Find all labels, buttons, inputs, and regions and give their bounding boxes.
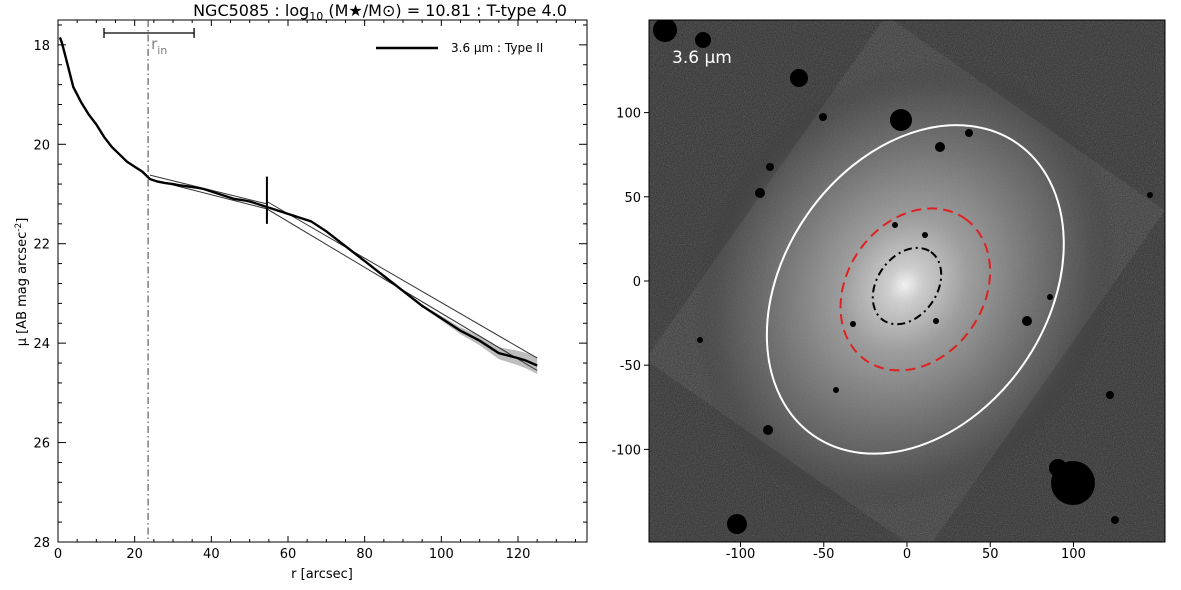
chart-title: NGC5085 : log10 (M★/M⊙) = 10.81 : T-type… <box>193 1 567 23</box>
image-y-ticks: 100 50 0 -50 -100 <box>611 107 649 458</box>
y-axis-label-prefix: μ [AB mag arcsec <box>15 232 30 347</box>
image-x-tick-label: 50 <box>982 547 999 562</box>
galaxy-image: 3.6 μm <box>649 20 1165 542</box>
y-tick-label: 28 <box>33 536 50 551</box>
profile-panel: NGC5085 : log10 (M★/M⊙) = 10.81 : T-type… <box>14 1 588 582</box>
x-tick-label: 80 <box>356 547 373 562</box>
y-axis-label-suffix: ] <box>15 218 30 223</box>
y-tick-label: 26 <box>33 437 50 452</box>
band-label: 3.6 μm <box>672 48 732 68</box>
error-band <box>288 212 538 374</box>
legend: 3.6 μm : Type II <box>376 41 543 55</box>
image-panel: 3.6 μm -100 -50 0 50 100 100 50 0 -50 -100 <box>611 19 1166 562</box>
r-in-label: rin <box>151 35 167 57</box>
plot-frame <box>57 19 588 543</box>
r-in-label-sub: in <box>157 44 167 57</box>
r-in-range-bar: rin <box>103 28 195 57</box>
ellipse-outer <box>765 124 1065 455</box>
x-tick-label: 100 <box>429 547 454 562</box>
image-x-ticks: -100 -50 0 50 100 <box>726 542 1086 562</box>
image-x-tick-label: -50 <box>813 547 834 562</box>
y-tick-label: 22 <box>33 238 50 253</box>
r-in-label-main: r <box>151 35 158 53</box>
x-axis-ticks: 0 20 40 60 80 100 120 <box>54 20 576 562</box>
y-axis-label: μ [AB mag arcsec-2] <box>14 218 30 347</box>
x-tick-label: 0 <box>54 547 62 562</box>
y-tick-label: 24 <box>33 337 50 352</box>
image-x-tick-label: 0 <box>903 547 911 562</box>
title-prefix: NGC5085 : log <box>193 1 309 20</box>
x-tick-label: 40 <box>203 547 220 562</box>
image-y-tick-label: -50 <box>620 359 641 374</box>
image-y-tick-label: 100 <box>616 107 641 122</box>
image-y-tick-label: 0 <box>633 275 641 290</box>
galaxy-texture <box>720 87 1090 483</box>
image-x-tick-label: -100 <box>726 547 756 562</box>
x-tick-label: 20 <box>126 547 143 562</box>
masked-sources <box>653 20 1153 534</box>
profile-line-3-6um <box>58 36 538 367</box>
x-tick-label: 60 <box>280 547 297 562</box>
x-tick-label: 120 <box>506 547 531 562</box>
isophote-ellipses <box>765 124 1065 455</box>
y-tick-label: 20 <box>33 138 50 153</box>
y-axis-ticks: 18 20 22 24 26 28 <box>33 24 587 551</box>
image-x-tick-label: 100 <box>1061 547 1086 562</box>
ellipse-break <box>839 207 992 372</box>
legend-label: 3.6 μm : Type II <box>451 41 543 55</box>
outer-disc-fit-upper <box>266 201 538 359</box>
ellipse-inner <box>871 246 943 326</box>
title-suffix: (M★/M⊙) = 10.81 : T-type 4.0 <box>323 1 567 20</box>
title-sub: 10 <box>309 10 323 23</box>
image-y-tick-label: 50 <box>624 191 641 206</box>
y-tick-label: 18 <box>33 39 50 54</box>
y-axis-label-sup: -2 <box>14 223 24 232</box>
image-y-tick-label: -100 <box>611 443 641 458</box>
x-axis-label: r [arcsec] <box>291 567 353 582</box>
